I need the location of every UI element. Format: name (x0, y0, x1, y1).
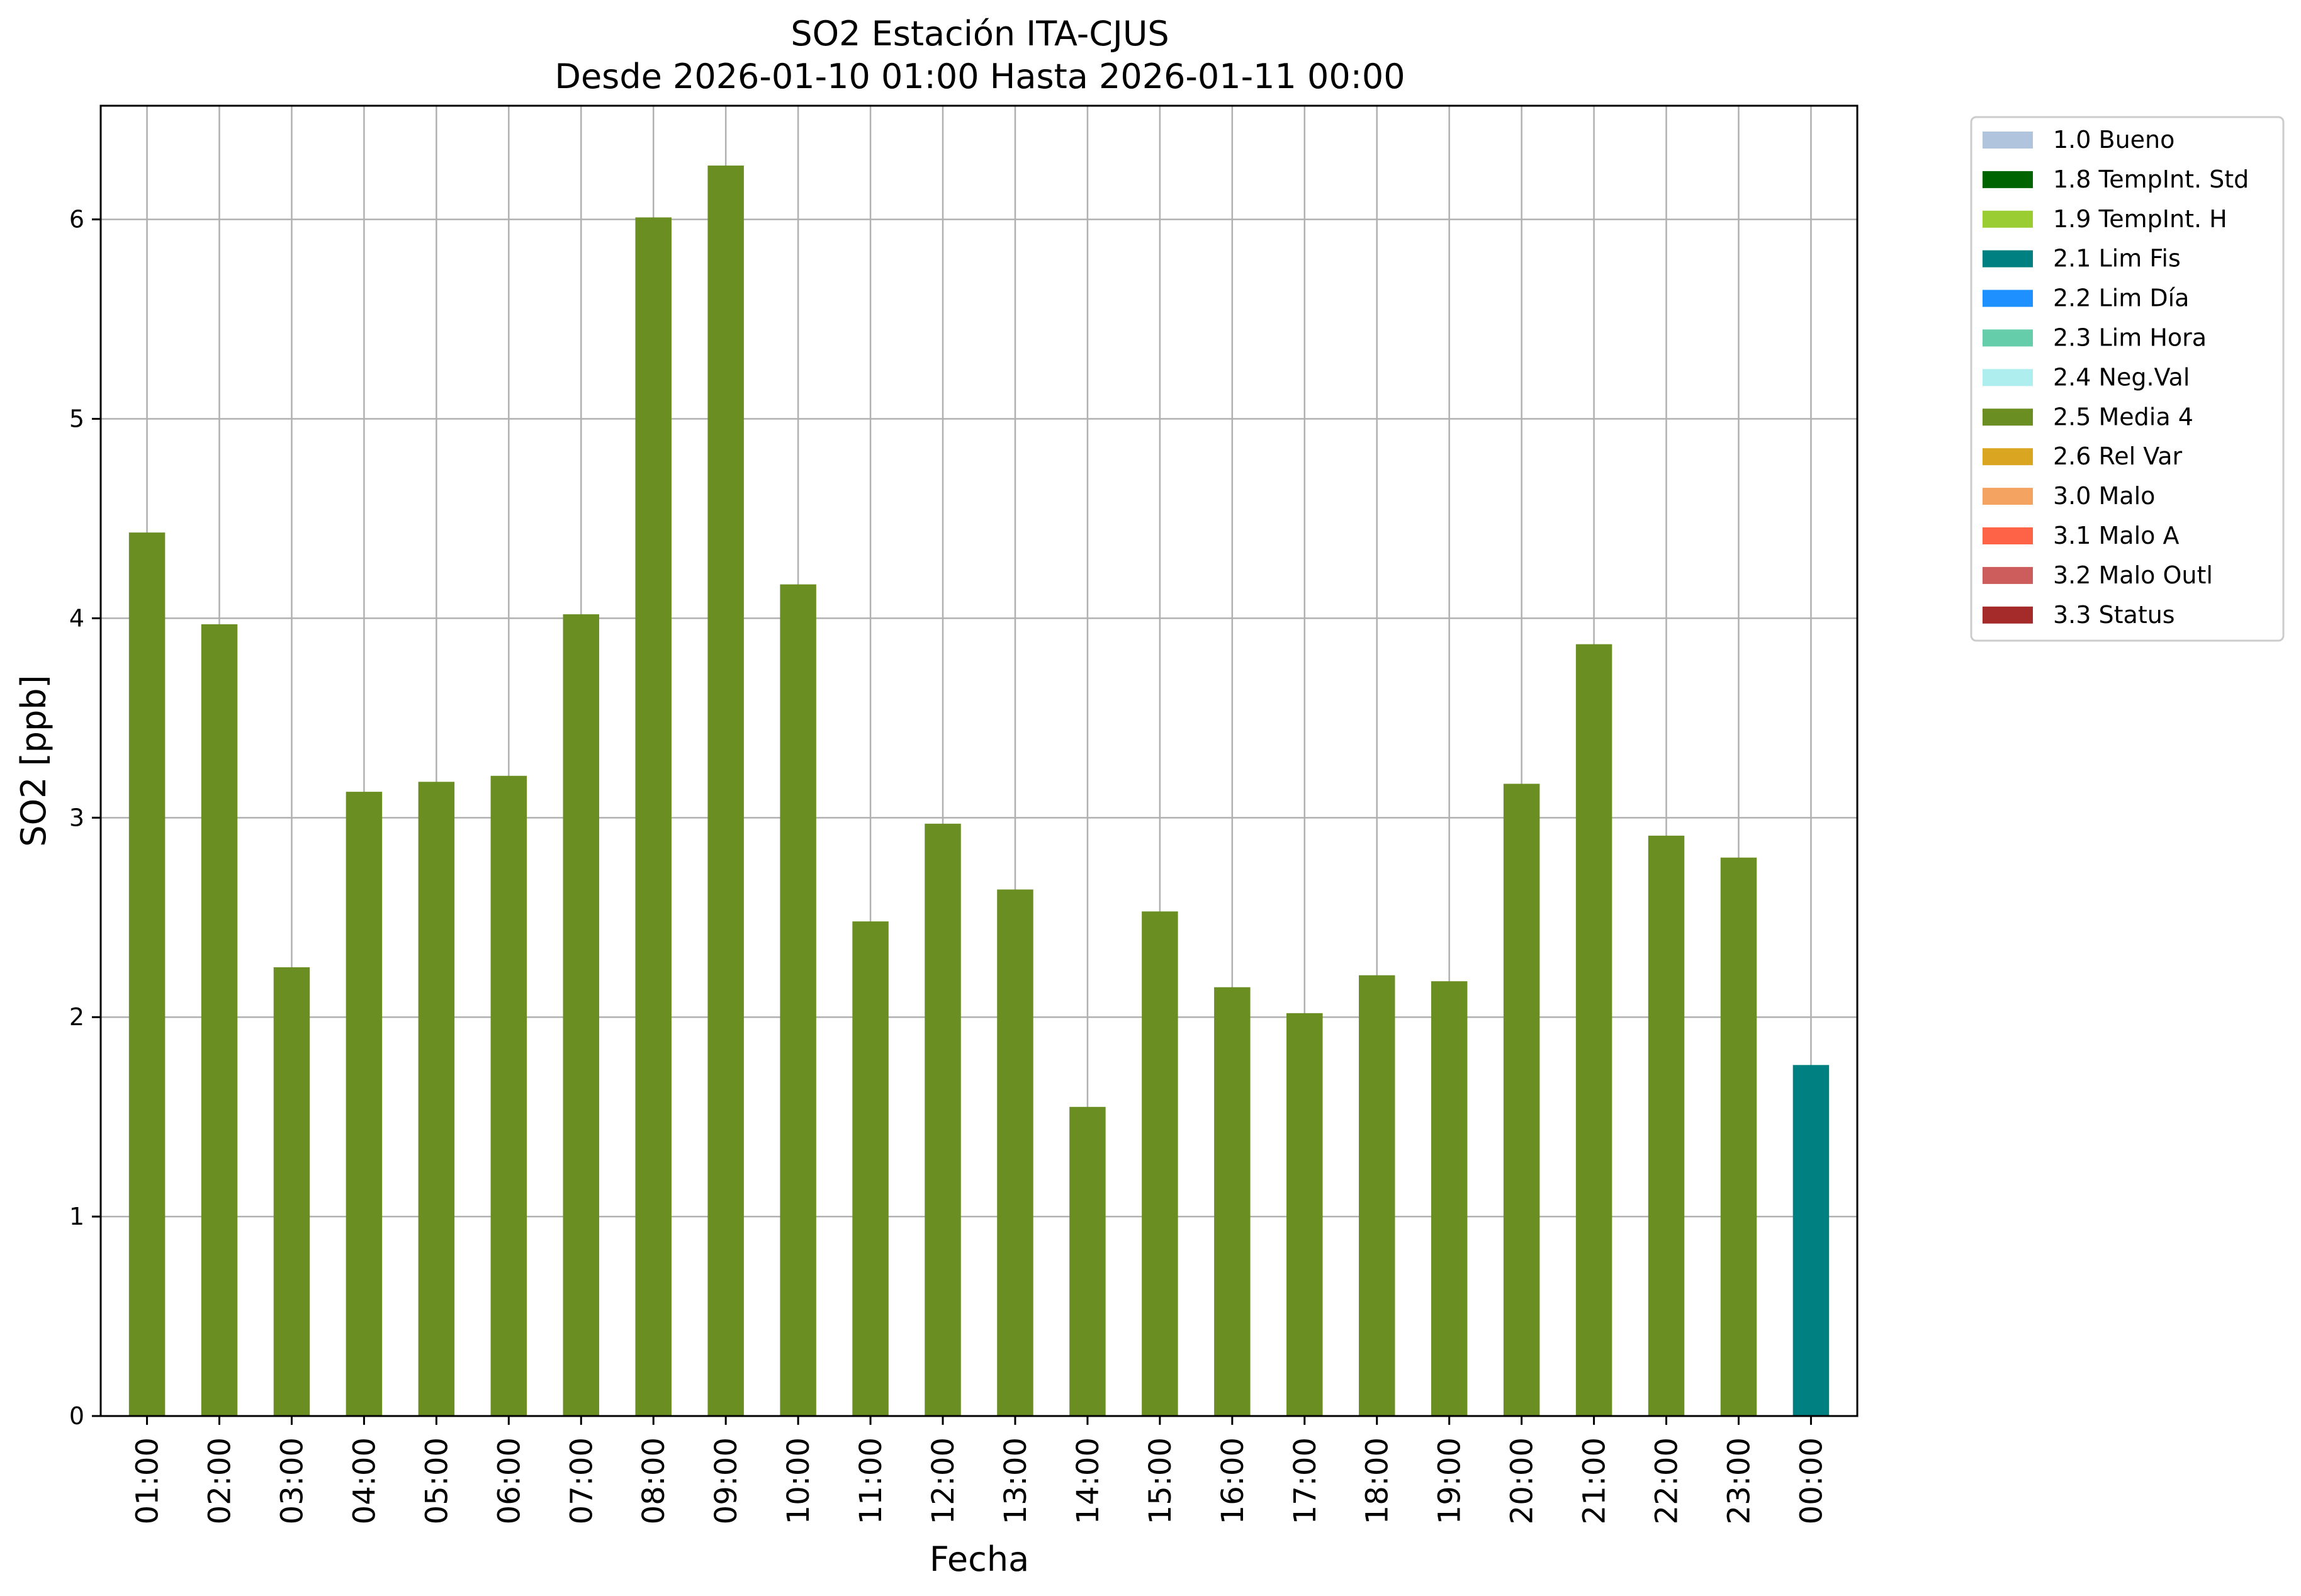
legend-label: 1.9 TempInt. H (2053, 205, 2227, 233)
y-tick-label: 3 (69, 804, 84, 831)
legend-label: 3.2 Malo Outl (2053, 561, 2213, 589)
x-tick-label: 23:00 (1721, 1437, 1757, 1524)
legend-label: 2.5 Media 4 (2053, 403, 2193, 430)
bar-1400 (1069, 1106, 1106, 1416)
bar-1700 (1286, 1013, 1323, 1416)
x-tick-label: 21:00 (1577, 1437, 1612, 1524)
x-tick-label: 17:00 (1288, 1437, 1323, 1524)
legend-label: 3.3 Status (2053, 601, 2175, 629)
legend-frame (1970, 116, 2285, 642)
legend-swatch (1983, 210, 2033, 228)
bar-0700 (563, 614, 600, 1416)
bar-1500 (1142, 911, 1178, 1416)
x-axis-label: Fecha (930, 1539, 1029, 1579)
x-tick-label: 18:00 (1360, 1437, 1395, 1524)
bar-2200 (1648, 835, 1685, 1416)
legend-label: 1.0 Bueno (2053, 126, 2174, 154)
bar-0100 (128, 532, 166, 1416)
x-tick-label: 08:00 (636, 1437, 672, 1524)
bar-0600 (490, 775, 527, 1416)
x-tick-label: 22:00 (1650, 1437, 1685, 1524)
x-axis-ticks: 01:00 02:00 03:00 04:00 05:00 06:00 07:00 08:00… (130, 1416, 1829, 1524)
bar-0200 (201, 624, 238, 1416)
bar-1300 (997, 889, 1033, 1416)
legend-label: 3.1 Malo A (2053, 522, 2179, 549)
x-tick-label: 20:00 (1505, 1437, 1540, 1524)
x-tick-label: 06:00 (492, 1437, 527, 1524)
x-tick-label: 16:00 (1215, 1437, 1251, 1524)
legend-swatch (1983, 606, 2033, 624)
x-tick-label: 00:00 (1794, 1437, 1829, 1524)
legend-swatch (1983, 289, 2033, 307)
x-tick-label: 02:00 (203, 1437, 238, 1524)
legend-label: 3.0 Malo (2053, 482, 2155, 510)
x-tick-label: 10:00 (781, 1437, 816, 1524)
x-tick-label: 07:00 (564, 1437, 599, 1524)
legend-swatch (1983, 171, 2033, 188)
bar-2100 (1575, 644, 1612, 1416)
chart-subtitle: Desde 2026-01-10 01:00 Hasta 2026-01-11 … (554, 57, 1405, 96)
x-tick-label: 09:00 (709, 1437, 744, 1524)
legend-swatch (1983, 448, 2033, 466)
bar-1000 (780, 584, 816, 1416)
bar-1100 (852, 921, 889, 1416)
y-tick-label: 5 (69, 405, 84, 433)
y-tick-label: 0 (69, 1402, 84, 1430)
bar-0900 (707, 166, 744, 1416)
legend-swatch (1983, 527, 2033, 544)
bar-2000 (1503, 784, 1540, 1416)
bar-1800 (1358, 975, 1395, 1416)
y-tick-label: 4 (69, 604, 84, 632)
legend-label: 2.2 Lim Día (2053, 284, 2189, 312)
x-tick-label: 11:00 (853, 1437, 889, 1524)
x-tick-label: 14:00 (1071, 1437, 1106, 1524)
legend-label: 1.8 TempInt. Std (2053, 166, 2249, 193)
legend-swatch (1983, 329, 2033, 347)
bar-0400 (346, 792, 383, 1416)
legend-label: 2.6 Rel Var (2053, 442, 2183, 470)
bar-1900 (1431, 981, 1468, 1416)
chart-title: SO2 Estación ITA-CJUS (790, 14, 1169, 53)
bar-1200 (925, 823, 961, 1416)
x-tick-label: 13:00 (998, 1437, 1033, 1524)
bar-2300 (1720, 857, 1757, 1416)
legend-swatch (1983, 369, 2033, 386)
y-tick-label: 1 (69, 1203, 84, 1230)
bar-0000 (1792, 1065, 1830, 1416)
bar-0500 (418, 782, 455, 1416)
legend: 1.0 Bueno 1.8 TempInt. Std 1.9 TempInt. H 2… (1970, 116, 2285, 642)
bar-1600 (1214, 987, 1251, 1416)
legend-swatch (1983, 250, 2033, 267)
bars (128, 166, 1830, 1416)
x-tick-label: 05:00 (419, 1437, 454, 1524)
legend-swatch (1983, 566, 2033, 584)
bar-0800 (635, 217, 672, 1416)
bar-0300 (273, 967, 310, 1416)
legend-label: 2.1 Lim Fis (2053, 245, 2181, 273)
x-tick-label: 01:00 (130, 1437, 166, 1524)
x-tick-label: 04:00 (347, 1437, 382, 1524)
legend-items: 1.0 Bueno 1.8 TempInt. Std 1.9 TempInt. H 2… (1983, 126, 2249, 629)
legend-label: 2.3 Lim Hora (2053, 324, 2207, 352)
legend-swatch (1983, 132, 2033, 149)
legend-label: 2.4 Neg.Val (2053, 363, 2190, 391)
x-tick-label: 19:00 (1432, 1437, 1468, 1524)
y-tick-label: 2 (69, 1003, 84, 1031)
y-tick-label: 6 (69, 206, 84, 233)
plot-frame (99, 104, 1859, 1417)
x-tick-label: 03:00 (274, 1437, 310, 1524)
y-axis-label: SO2 [ppb] (14, 675, 53, 846)
legend-swatch (1983, 488, 2033, 505)
x-tick-label: 15:00 (1143, 1437, 1178, 1524)
y-axis-ticks: 0 1 2 3 4 5 6 (69, 206, 101, 1430)
x-tick-label: 12:00 (926, 1437, 961, 1524)
legend-swatch (1983, 408, 2033, 426)
